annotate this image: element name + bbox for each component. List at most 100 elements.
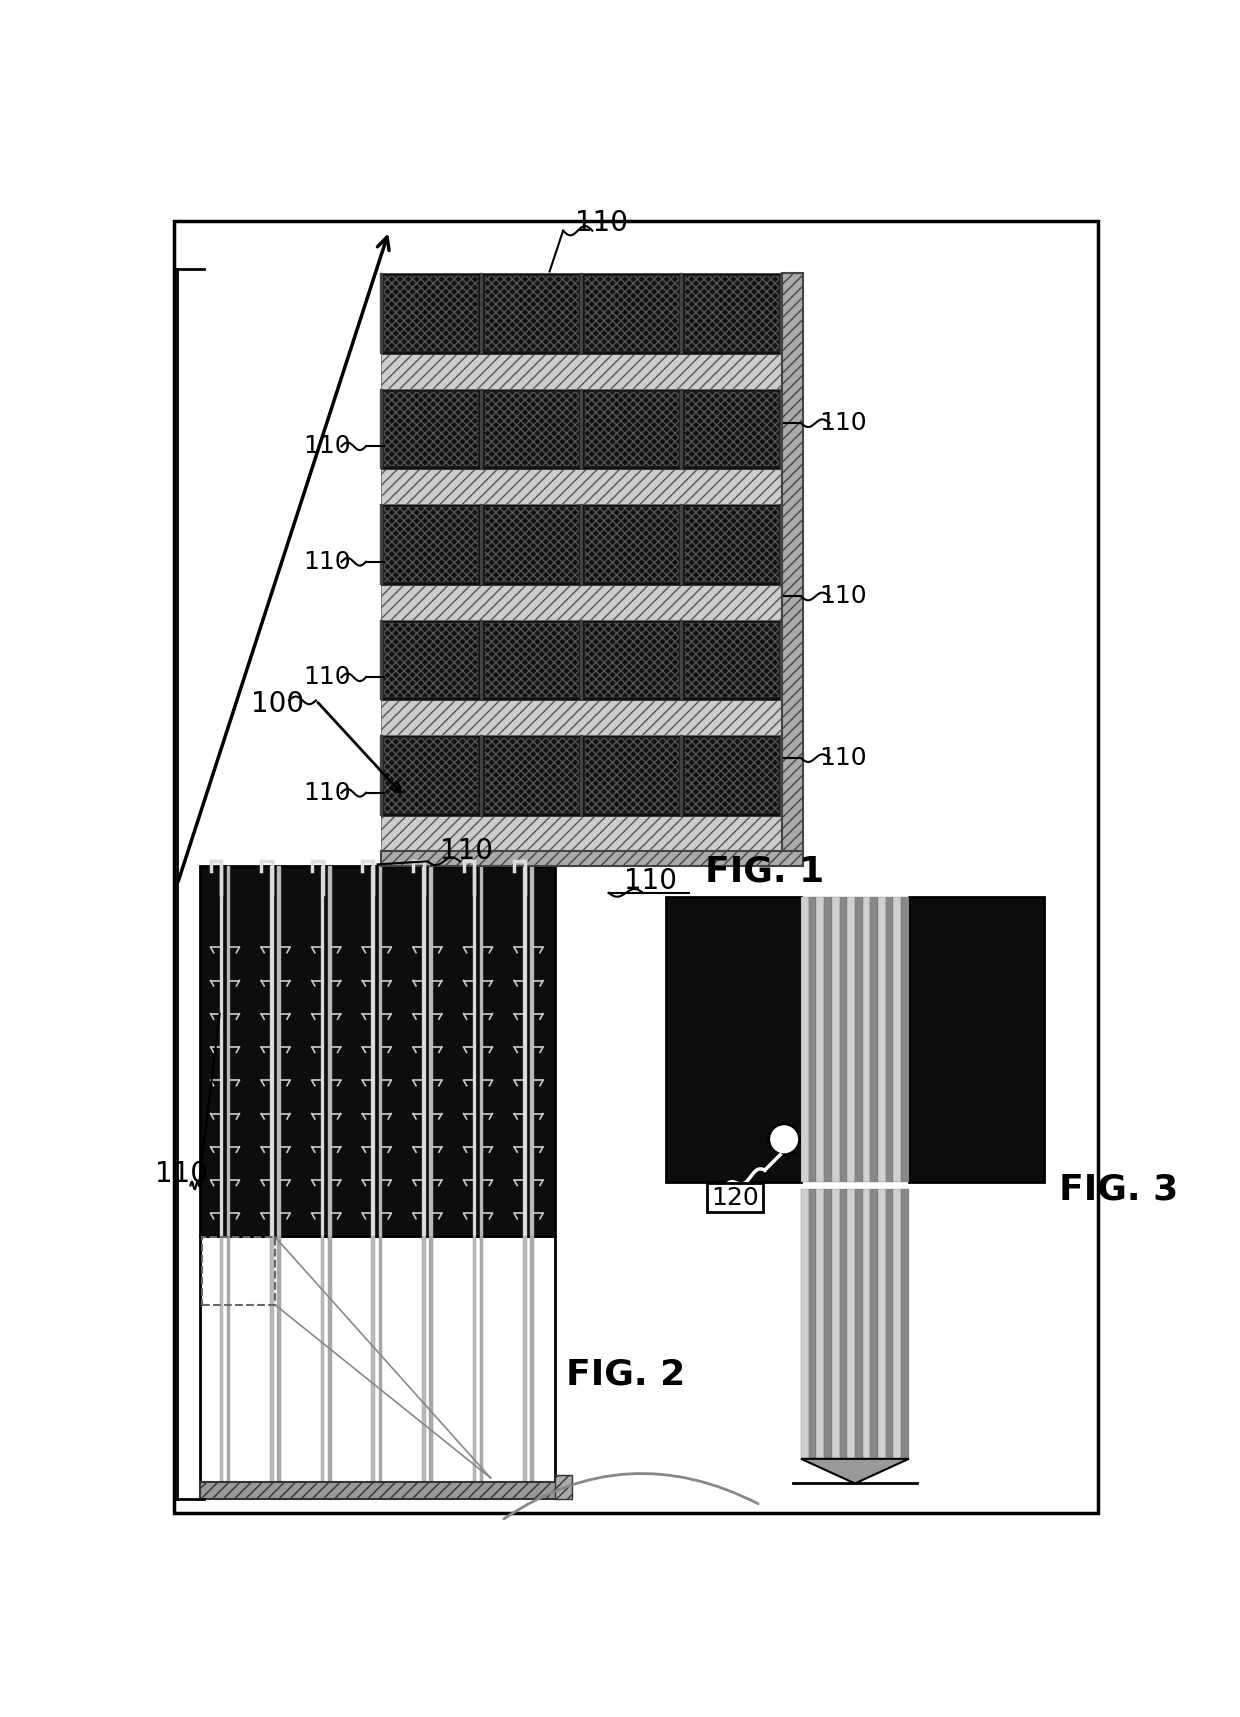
- Bar: [854, 896, 863, 1181]
- Bar: [684, 391, 779, 467]
- Bar: [384, 507, 479, 582]
- Bar: [870, 1190, 878, 1459]
- Bar: [485, 507, 579, 582]
- Bar: [894, 1190, 901, 1459]
- Bar: [429, 865, 433, 1236]
- Bar: [885, 896, 894, 1181]
- Bar: [384, 391, 479, 467]
- Bar: [681, 505, 683, 585]
- Bar: [681, 735, 683, 816]
- Bar: [485, 276, 579, 350]
- Bar: [472, 1236, 476, 1482]
- Bar: [382, 735, 781, 816]
- Bar: [863, 1190, 870, 1459]
- Bar: [847, 1190, 854, 1459]
- Bar: [684, 276, 779, 350]
- Bar: [580, 735, 583, 816]
- Text: 110: 110: [155, 1161, 207, 1188]
- Bar: [480, 273, 484, 354]
- Text: 110: 110: [625, 867, 677, 895]
- Bar: [327, 865, 331, 1236]
- Bar: [379, 273, 383, 354]
- Polygon shape: [801, 1459, 909, 1483]
- Bar: [816, 896, 825, 1181]
- Bar: [480, 735, 484, 816]
- Bar: [372, 865, 374, 1236]
- Bar: [681, 620, 683, 701]
- Bar: [901, 896, 909, 1181]
- Bar: [854, 1190, 863, 1459]
- Bar: [270, 1236, 274, 1482]
- Bar: [580, 620, 583, 701]
- Bar: [585, 623, 678, 697]
- Text: 110: 110: [304, 434, 351, 458]
- Bar: [523, 865, 527, 1236]
- Bar: [580, 505, 583, 585]
- Text: FIG. 2: FIG. 2: [567, 1356, 686, 1391]
- Bar: [666, 896, 801, 1181]
- Bar: [382, 388, 781, 469]
- Bar: [684, 623, 779, 697]
- Bar: [219, 1236, 223, 1482]
- Bar: [201, 1236, 554, 1482]
- Bar: [480, 1236, 484, 1482]
- Bar: [227, 865, 231, 1236]
- Text: 110: 110: [304, 781, 351, 805]
- Bar: [681, 273, 683, 354]
- Bar: [585, 391, 678, 467]
- Bar: [327, 1236, 331, 1482]
- Bar: [825, 896, 832, 1181]
- Text: 100: 100: [250, 690, 304, 718]
- Bar: [901, 1190, 909, 1459]
- Text: FIG. 3: FIG. 3: [1059, 1173, 1178, 1207]
- Bar: [379, 505, 383, 585]
- Bar: [485, 391, 579, 467]
- Bar: [780, 273, 784, 354]
- Bar: [227, 1236, 231, 1482]
- Bar: [780, 505, 784, 585]
- Bar: [384, 623, 479, 697]
- Bar: [202, 1236, 275, 1305]
- Bar: [379, 735, 383, 816]
- Bar: [531, 865, 534, 1236]
- Bar: [278, 1236, 281, 1482]
- Bar: [382, 816, 781, 850]
- Bar: [422, 865, 425, 1236]
- Bar: [480, 865, 484, 1236]
- Bar: [219, 865, 223, 1236]
- Bar: [321, 865, 325, 1236]
- Bar: [801, 1190, 808, 1459]
- Bar: [780, 620, 784, 701]
- Bar: [480, 620, 484, 701]
- Bar: [825, 1190, 832, 1459]
- Bar: [485, 623, 579, 697]
- Bar: [372, 1236, 374, 1482]
- Text: 110: 110: [820, 747, 867, 771]
- Bar: [378, 1236, 382, 1482]
- Bar: [832, 896, 839, 1181]
- Bar: [480, 505, 484, 585]
- Bar: [808, 1190, 816, 1459]
- Bar: [384, 276, 479, 350]
- Bar: [580, 388, 583, 469]
- Bar: [878, 1190, 885, 1459]
- Bar: [780, 735, 784, 816]
- Bar: [684, 507, 779, 582]
- Bar: [816, 1190, 825, 1459]
- Bar: [422, 1236, 425, 1482]
- Bar: [429, 1236, 433, 1482]
- Bar: [523, 1236, 527, 1482]
- Text: 120: 120: [711, 1186, 759, 1210]
- Bar: [781, 273, 804, 850]
- Text: 110: 110: [304, 664, 351, 689]
- Bar: [780, 388, 784, 469]
- Bar: [839, 1190, 847, 1459]
- Bar: [580, 273, 583, 354]
- Text: 110: 110: [304, 549, 351, 573]
- Bar: [707, 1183, 763, 1212]
- Bar: [480, 388, 484, 469]
- Bar: [382, 620, 781, 701]
- Bar: [379, 388, 383, 469]
- Bar: [885, 1190, 894, 1459]
- Bar: [270, 865, 274, 1236]
